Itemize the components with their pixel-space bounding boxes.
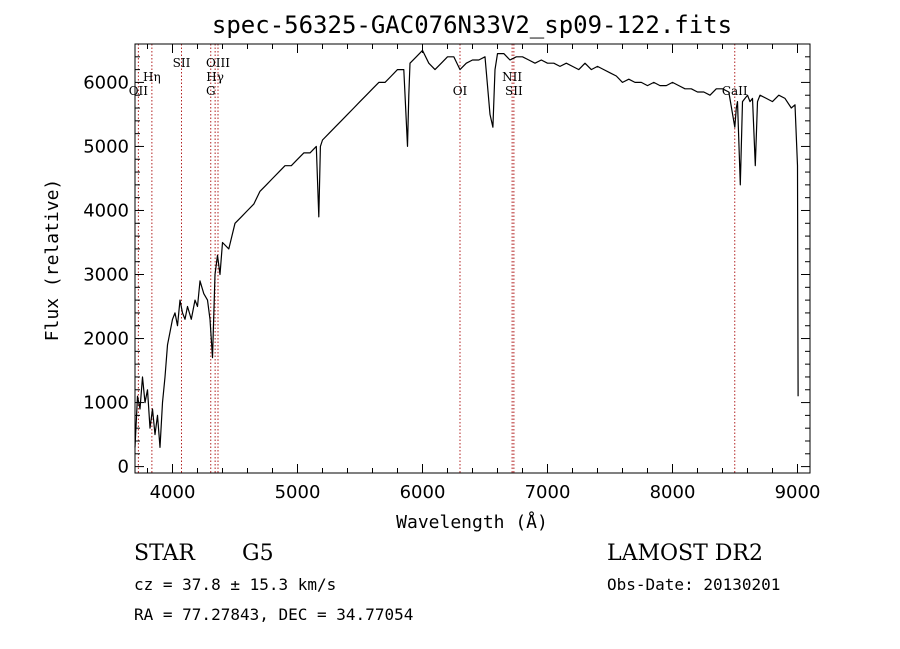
spectral-subclass: G5 — [242, 541, 274, 566]
line-label-0-0: OII — [129, 84, 149, 98]
x-tick-label: 9000 — [775, 482, 821, 503]
line-label-5-0: OIII — [206, 56, 230, 70]
axis-ticks: 4000 5000 6000 7000 8000 9000 0 1000 2000 3000 400… — [83, 44, 820, 503]
chart-title: spec-56325-GAC076N33V2_sp09-122.fits — [212, 11, 732, 39]
line-label-9-0: CaII — [722, 84, 748, 98]
x-tick-label: 8000 — [650, 482, 696, 503]
line-label-2-0: SII — [173, 56, 191, 70]
object-type: STAR — [134, 541, 196, 566]
x-tick-label: 6000 — [400, 482, 446, 503]
line-label-3-0: G — [206, 84, 216, 98]
coordinates: RA = 77.27843, DEC = 34.77054 — [134, 605, 413, 624]
survey-name: LAMOST DR2 — [607, 541, 763, 566]
x-axis-label: Wavelength (Å) — [396, 511, 548, 533]
spectrum-line — [134, 49, 799, 448]
line-label-1-0: Hη — [143, 70, 161, 84]
line-label-4-0: Hγ — [206, 70, 224, 84]
y-tick-label: 3000 — [83, 265, 129, 286]
y-tick-label: 1000 — [83, 393, 129, 414]
line-label-7-0: NII — [502, 70, 522, 84]
plot-frame — [134, 43, 811, 474]
y-axis-label: Flux (relative) — [42, 179, 63, 342]
line-label-8-0: SII — [505, 84, 523, 98]
x-tick-label: 5000 — [275, 482, 321, 503]
x-tick-label: 4000 — [150, 482, 196, 503]
y-tick-label: 0 — [118, 457, 129, 478]
obs-date: Obs-Date: 20130201 — [607, 575, 780, 594]
y-tick-label: 6000 — [83, 72, 129, 93]
line-label-6-0: OI — [453, 84, 468, 98]
y-tick-label: 2000 — [83, 329, 129, 350]
x-tick-label: 7000 — [525, 482, 571, 503]
y-tick-label: 4000 — [83, 200, 129, 221]
y-tick-label: 5000 — [83, 136, 129, 157]
redshift-text: cz = 37.8 ± 15.3 km/s — [134, 575, 336, 594]
